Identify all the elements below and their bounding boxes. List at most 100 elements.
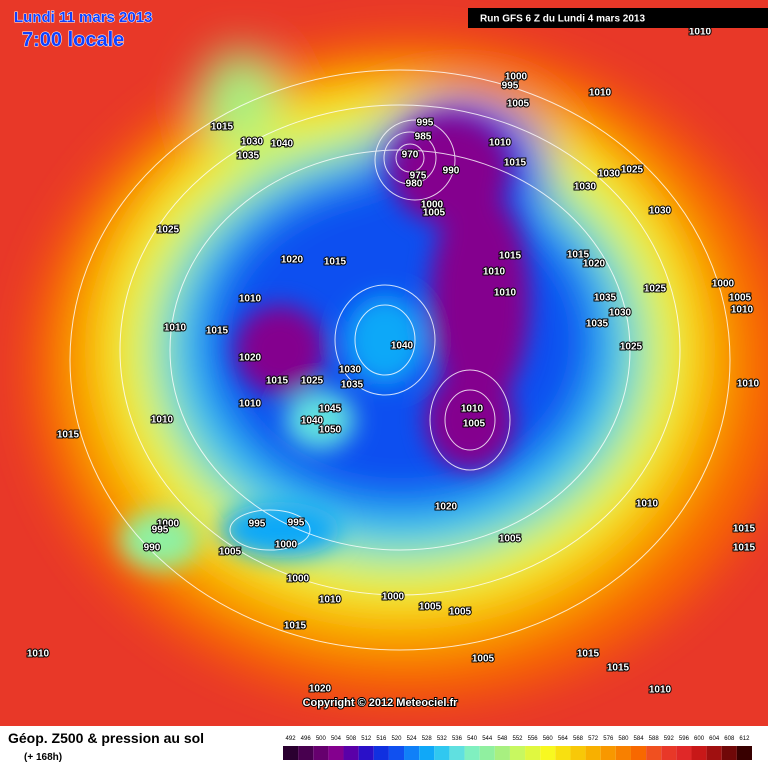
isobar-label: 1020 [583, 259, 606, 270]
isobar-label: 1015 [266, 376, 289, 387]
legend-tick: 508 [346, 736, 357, 742]
isobar-label: 1015 [733, 524, 756, 535]
legend-subtitle: (+ 168h) [24, 752, 62, 763]
legend-swatch [388, 746, 405, 760]
isobar-label: 1005 [729, 293, 752, 304]
legend-tick: 500 [316, 736, 327, 742]
legend-swatch [328, 746, 344, 760]
legend-tick: 552 [512, 736, 523, 742]
isobar-label: 1005 [423, 208, 446, 219]
isobar-label: 1030 [609, 308, 632, 319]
isobar-label: 995 [288, 518, 305, 529]
isobar-label: 990 [443, 166, 460, 177]
date: Lundi 11 mars 2013 [14, 9, 152, 26]
legend-tick: 576 [603, 736, 614, 742]
isobar-label: 1030 [598, 169, 621, 180]
legend-tick: 524 [407, 736, 418, 742]
legend-swatch [283, 746, 299, 760]
isobar-label: 995 [249, 519, 266, 530]
color-bar: 492 496 500 504 508 512 516 520 524 528 532 536 540 5… [283, 736, 752, 760]
isobar-label: 1015 [284, 621, 307, 632]
legend-tick: 580 [618, 736, 629, 742]
legend-tick: 604 [709, 736, 720, 742]
isobar-label: 995 [152, 525, 169, 536]
legend-tick: 512 [361, 736, 372, 742]
legend-swatch [373, 746, 389, 760]
isobar-label: 1015 [499, 251, 522, 262]
legend-swatch [509, 746, 526, 760]
isobar-label: 1020 [281, 255, 304, 266]
isobar-label: 1005 [419, 602, 442, 613]
legend-swatch [434, 746, 450, 760]
isobar-label: 1000 [712, 279, 735, 290]
isobar-label: 995 [417, 118, 434, 129]
isobar-label: 1000 [421, 200, 444, 211]
legend-swatch [721, 746, 737, 760]
isobar-label: 1030 [339, 365, 362, 376]
legend-tick: 492 [286, 736, 297, 742]
isobar-label: 1015 [577, 649, 600, 660]
legend-swatch [630, 746, 647, 760]
isobar-label: 1010 [636, 499, 659, 510]
legend-swatch [404, 746, 420, 760]
legend-tick: 584 [634, 736, 645, 742]
legend-tick: 564 [558, 736, 569, 742]
legend-title: Géop. Z500 & pression au sol [8, 730, 204, 746]
legend-tick: 516 [376, 736, 387, 742]
isobar-label: 1025 [620, 342, 643, 353]
isobar-label: 1035 [586, 319, 609, 330]
legend-tick: 496 [301, 736, 312, 742]
legend-tick: 560 [543, 736, 554, 742]
isobar-label: 1025 [621, 165, 644, 176]
legend-swatch [479, 746, 495, 760]
legend-tick: 600 [694, 736, 705, 742]
isobar-label: 1005 [507, 99, 530, 110]
isobar-label: 1000 [287, 574, 310, 585]
isobar-label: 1005 [472, 654, 495, 665]
legend-tick: 612 [739, 736, 750, 742]
isobar-label: 1000 [382, 592, 405, 603]
copyright: Copyright © 2012 Meteociel.fr [303, 697, 459, 709]
isobar-label: 1025 [301, 376, 324, 387]
legend-tick: 504 [331, 736, 342, 742]
isobar-label: 1010 [239, 399, 262, 410]
isobar-label: 1015 [567, 250, 590, 261]
legend-swatch [736, 746, 752, 760]
run: Run GFS 6 Z du Lundi 4 mars 2013 [480, 14, 645, 25]
isobar-label: 1025 [644, 284, 667, 295]
isobar-label: 1015 [733, 543, 756, 554]
isobar-label: 1005 [463, 419, 486, 430]
legend-swatch [570, 746, 586, 760]
isobar-label: 995 [502, 81, 519, 92]
isobar-label: 1025 [157, 225, 180, 236]
legend-swatch [494, 746, 510, 760]
isobar-label: 1010 [494, 288, 517, 299]
legend-swatch [661, 746, 677, 760]
isobar-label: 1010 [164, 323, 187, 334]
isobar-label: 1010 [319, 595, 342, 606]
isobar-label: 1010 [27, 649, 50, 660]
isobar-label: 1030 [574, 182, 597, 193]
isobar-label: 1000 [275, 540, 298, 551]
isobar-label: 970 [402, 150, 419, 161]
isobar-label: 1020 [239, 353, 262, 364]
isobar-label: 1015 [607, 663, 630, 674]
isobar-label: 1010 [489, 138, 512, 149]
isobar-label: 1030 [649, 206, 672, 217]
isobar-label: 1010 [689, 27, 712, 38]
isobar-label: 1005 [499, 534, 522, 545]
legend-swatch [343, 746, 359, 760]
isobar-label: 1035 [594, 293, 617, 304]
legend-swatch [676, 746, 692, 760]
isobar-label: 1030 [241, 137, 264, 148]
isobar-label: 1010 [239, 294, 262, 305]
isobar-label: 1040 [391, 341, 414, 352]
isobar-label: 1020 [309, 684, 332, 695]
isobar-label: 1035 [237, 151, 260, 162]
legend-tick: 548 [497, 736, 508, 742]
isobar-label: 1000 [505, 72, 528, 83]
legend-swatch [555, 746, 571, 760]
legend-tick: 520 [391, 736, 402, 742]
isobar-label: 1010 [483, 267, 506, 278]
